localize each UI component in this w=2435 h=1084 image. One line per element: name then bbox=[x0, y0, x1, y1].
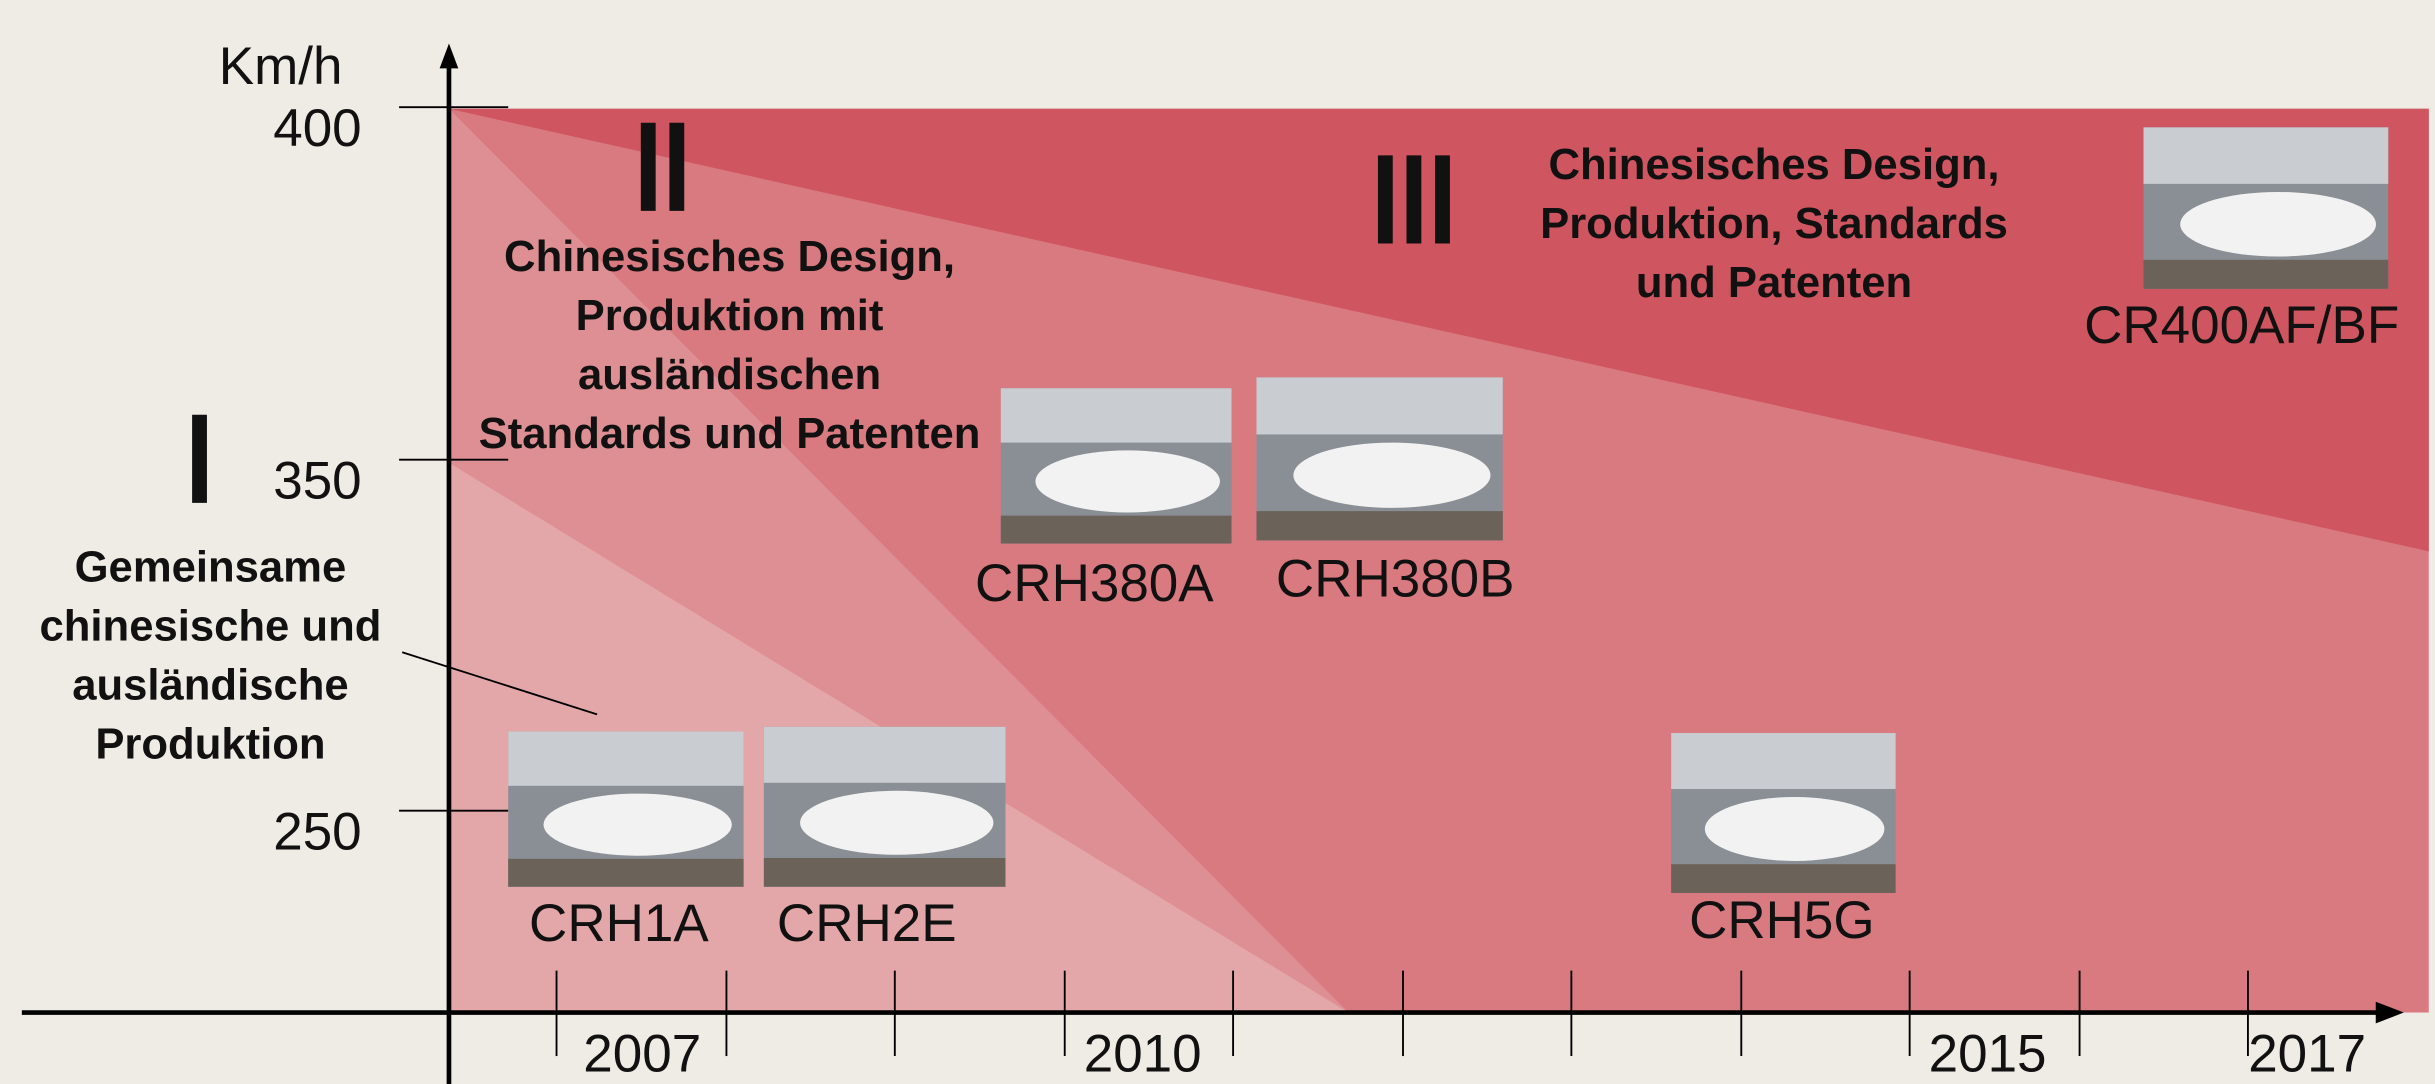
photo-ground bbox=[1256, 511, 1503, 541]
phase-numeral: II bbox=[634, 95, 691, 238]
phase-text: Produktion bbox=[95, 721, 325, 769]
train-label: CRH2E bbox=[777, 894, 957, 953]
x-arrow bbox=[2375, 1001, 2404, 1024]
photo-sky bbox=[763, 726, 1006, 783]
train-label: CRH380A bbox=[975, 554, 1214, 613]
train-label: CRH1A bbox=[529, 894, 709, 953]
y-arrow bbox=[439, 43, 459, 69]
phase-text: und Patenten bbox=[1636, 259, 1912, 307]
train-label: CRH380B bbox=[1276, 549, 1515, 608]
photo-sky bbox=[1256, 377, 1503, 435]
phase-text: chinesische und bbox=[40, 603, 382, 651]
x-tick-label: 2007 bbox=[583, 1025, 701, 1084]
photo-sky bbox=[2143, 127, 2389, 184]
phase-text: ausländische bbox=[72, 662, 348, 710]
photo-sky bbox=[1000, 388, 1232, 443]
phase-text: Standards und Patenten bbox=[479, 410, 981, 458]
y-tick-label: 400 bbox=[273, 99, 361, 158]
x-tick-label: 2010 bbox=[1084, 1025, 1202, 1084]
x-tick-label: 2015 bbox=[1929, 1025, 2047, 1084]
train-body bbox=[1293, 442, 1491, 508]
leader-line bbox=[401, 651, 598, 716]
photo-sky bbox=[1671, 733, 1896, 790]
train-label: CR400AF/BF bbox=[2084, 296, 2399, 355]
y-tick-label: 250 bbox=[273, 803, 361, 862]
phase-text: Chinesisches Design, bbox=[504, 233, 955, 281]
train-body bbox=[2180, 191, 2376, 257]
phase-text: Produktion, Standards bbox=[1540, 200, 2008, 248]
y-axis-label: Km/h bbox=[219, 37, 343, 96]
photo-ground bbox=[1000, 515, 1232, 544]
photo-ground bbox=[1671, 864, 1896, 893]
phase-text: ausländischen bbox=[578, 351, 881, 399]
phase-numeral: III bbox=[1371, 128, 1457, 271]
train-body bbox=[800, 790, 994, 855]
photo-ground bbox=[2143, 259, 2389, 289]
photo-ground bbox=[763, 857, 1006, 887]
phase-numeral: I bbox=[185, 387, 214, 530]
photo-sky bbox=[508, 731, 744, 786]
photo-ground bbox=[508, 858, 744, 887]
phase-text: Produktion mit bbox=[576, 292, 884, 340]
train-body bbox=[543, 793, 732, 856]
phase-text: Gemeinsame bbox=[75, 544, 347, 592]
y-tick-label: 350 bbox=[273, 452, 361, 511]
train-body bbox=[1704, 797, 1885, 861]
x-tick-label: 2017 bbox=[2248, 1025, 2366, 1084]
train-body bbox=[1035, 450, 1220, 513]
phase-text: Chinesisches Design, bbox=[1549, 141, 2000, 189]
train-label: CRH5G bbox=[1689, 891, 1875, 950]
